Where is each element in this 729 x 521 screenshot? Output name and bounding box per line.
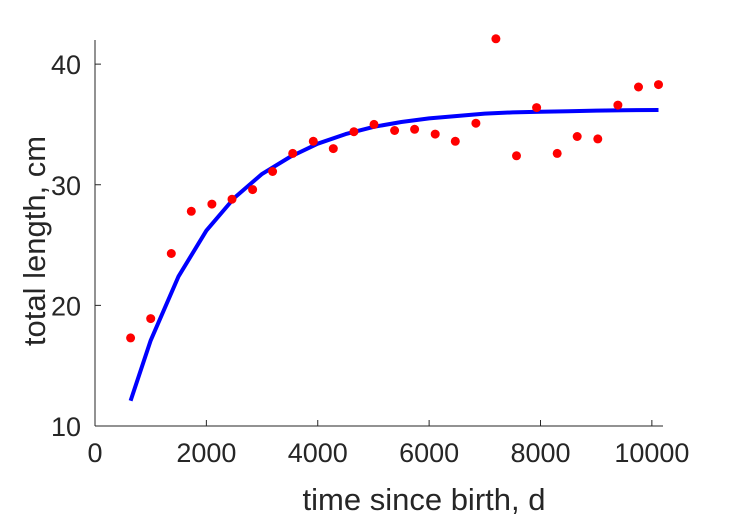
data-point <box>654 80 663 90</box>
data-point <box>613 100 623 110</box>
data-point <box>572 132 582 141</box>
data-point <box>512 151 521 161</box>
x-axis-label: time since birth, d <box>303 482 546 517</box>
data-point <box>207 199 217 209</box>
data-point <box>227 194 237 204</box>
data-point <box>450 136 460 146</box>
data-point <box>166 249 176 258</box>
data-point <box>532 103 542 113</box>
x-tick-label: 8000 <box>510 438 570 468</box>
data-point <box>593 134 603 144</box>
data-point <box>552 148 562 158</box>
data-point <box>471 118 481 128</box>
ticks: 0 2000 4000 6000 8000 10000 10 20 30 40 <box>51 50 689 468</box>
data-point <box>634 82 643 92</box>
data-point <box>186 206 196 216</box>
data-point <box>308 136 318 146</box>
x-tick-label: 10000 <box>614 438 689 468</box>
data-point <box>328 144 338 154</box>
x-tick-label: 2000 <box>176 438 236 468</box>
y-tick-label: 40 <box>51 50 81 80</box>
y-axis-label: total length, cm <box>17 136 52 346</box>
axes <box>94 40 663 427</box>
data-point <box>268 167 278 176</box>
data-point <box>146 314 156 324</box>
y-tick-label: 30 <box>51 171 81 201</box>
data-point <box>410 124 420 134</box>
x-tick-label: 4000 <box>288 438 348 468</box>
y-tick-label: 20 <box>51 291 81 321</box>
data-point <box>369 119 379 129</box>
plot-area <box>126 34 663 402</box>
fit-curve <box>128 108 659 402</box>
x-tick-label: 6000 <box>399 438 459 468</box>
data-point <box>349 127 359 137</box>
x-tick-label: 0 <box>87 438 102 468</box>
data-point <box>430 129 440 139</box>
data-point <box>288 148 298 158</box>
y-tick-label: 10 <box>51 412 81 442</box>
data-point <box>390 126 400 135</box>
data-point <box>248 185 258 195</box>
data-point <box>126 333 136 343</box>
data-point <box>491 34 501 44</box>
